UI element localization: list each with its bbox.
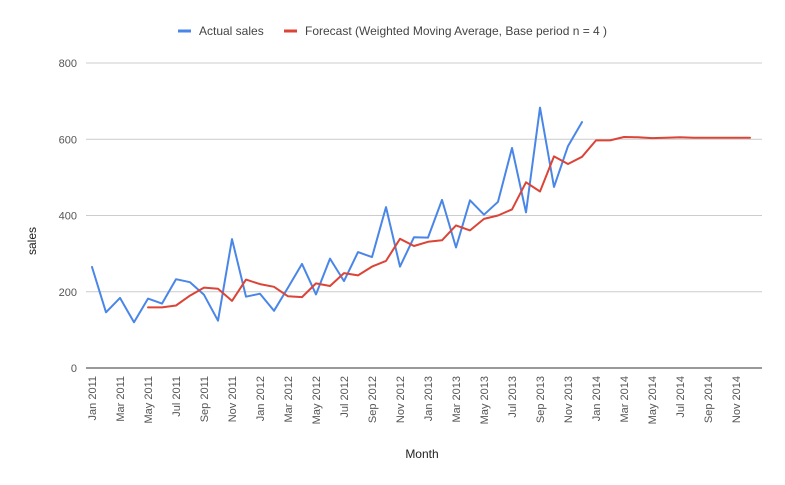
- x-tick-label: Nov 2011: [227, 376, 239, 422]
- x-tick-label: Jul 2011: [171, 376, 183, 417]
- x-tick-label: Mar 2011: [115, 376, 127, 422]
- forecast-line: [147, 136, 751, 309]
- legend-label: Forecast (Weighted Moving Average, Base …: [305, 24, 607, 38]
- x-tick-label: Jul 2012: [339, 376, 351, 418]
- legend-label: Actual sales: [199, 24, 264, 38]
- x-tick-label: Sep 2011: [199, 376, 211, 422]
- x-tick-label: Nov 2013: [563, 376, 575, 423]
- x-tick-label: Jan 2013: [423, 376, 435, 421]
- x-tick-label: May 2011: [143, 376, 155, 424]
- x-tick-label: Mar 2014: [619, 376, 631, 422]
- x-axis-ticks: Jan 2011 Mar 2011 May 2011 Jul 2011 Sep 2011…: [87, 376, 743, 424]
- y-tick-label: 200: [59, 287, 77, 299]
- x-tick-label: Jan 2014: [591, 376, 603, 421]
- x-tick-label: Nov 2014: [731, 376, 743, 423]
- x-tick-label: Sep 2014: [703, 376, 715, 423]
- legend: Actual sales Forecast (Weighted Moving Av…: [178, 24, 607, 38]
- y-tick-label: 800: [59, 58, 77, 70]
- x-tick-label: Nov 2012: [395, 376, 407, 423]
- x-tick-label: Jan 2011: [87, 376, 99, 420]
- x-axis-title: Month: [405, 447, 438, 461]
- y-tick-label: 400: [59, 211, 77, 223]
- y-axis-ticks: 0 200 400 600 800: [59, 58, 77, 375]
- gridlines: [86, 62, 762, 369]
- x-tick-label: Mar 2012: [283, 376, 295, 422]
- y-axis-title: sales: [25, 227, 39, 255]
- x-tick-label: Sep 2012: [367, 376, 379, 423]
- x-tick-label: May 2013: [479, 376, 491, 424]
- actual-sales-line: [91, 106, 583, 324]
- x-tick-label: Jul 2014: [675, 376, 687, 418]
- x-tick-label: Jul 2013: [507, 376, 519, 418]
- x-tick-label: Sep 2013: [535, 376, 547, 423]
- x-tick-label: Mar 2013: [451, 376, 463, 422]
- series-lines: [91, 106, 751, 324]
- y-tick-label: 0: [71, 363, 77, 375]
- x-tick-label: Jan 2012: [255, 376, 267, 421]
- x-tick-label: May 2012: [311, 376, 323, 424]
- x-tick-label: May 2014: [647, 376, 659, 424]
- y-tick-label: 600: [59, 134, 77, 146]
